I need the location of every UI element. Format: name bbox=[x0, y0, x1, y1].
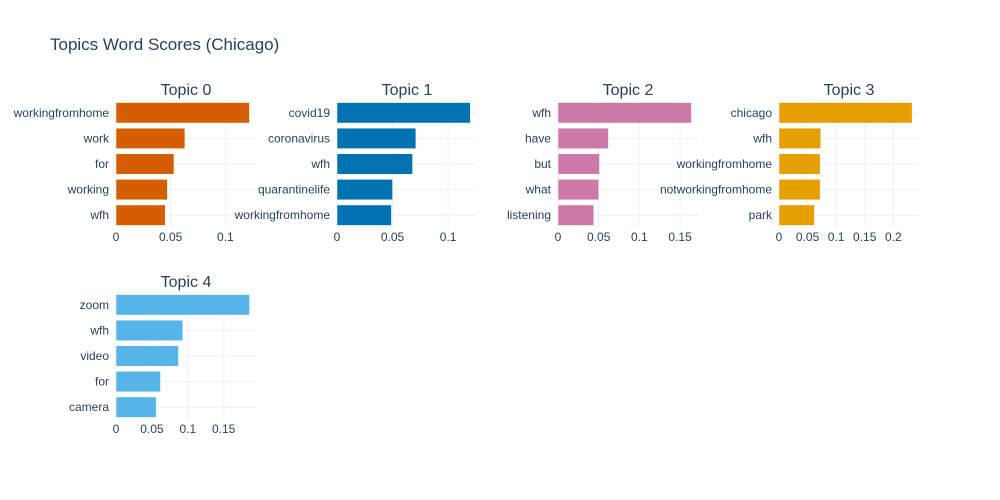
x-tick-label: 0 bbox=[113, 230, 120, 244]
category-label: zoom bbox=[80, 298, 109, 312]
category-label: have bbox=[525, 131, 551, 145]
panel-title: Topic 3 bbox=[824, 82, 875, 99]
category-label: park bbox=[749, 208, 773, 222]
category-label: camera bbox=[69, 400, 109, 414]
category-label: for bbox=[95, 157, 109, 171]
bar-wfh[interactable] bbox=[778, 127, 821, 149]
category-label: workingfromhome bbox=[676, 157, 773, 171]
x-tick-label: 0.05 bbox=[587, 230, 611, 244]
bar-park[interactable] bbox=[778, 204, 815, 226]
category-label: wfh bbox=[752, 131, 772, 145]
x-tick-label: 0.05 bbox=[159, 230, 183, 244]
category-label: covid19 bbox=[289, 106, 331, 120]
bar-video[interactable] bbox=[115, 345, 179, 367]
category-label: quarantinelife bbox=[258, 183, 330, 197]
x-tick-label: 0.15 bbox=[853, 230, 877, 244]
x-tick-label: 0 bbox=[113, 422, 120, 436]
category-label: workingfromhome bbox=[13, 106, 110, 120]
panel-title: Topic 1 bbox=[382, 82, 433, 99]
panel-topic-3: Topic 3 chicago wfh workingfromhome notworki… bbox=[660, 82, 919, 244]
category-label: for bbox=[95, 375, 109, 389]
bar-notworkingfromhome[interactable] bbox=[778, 179, 821, 201]
panel-topic-4: Topic 4 zoom wfh video for camera 0 0.05 0.1 0.15 bbox=[69, 274, 256, 436]
category-label: wfh bbox=[310, 157, 330, 171]
category-label: wfh bbox=[531, 106, 551, 120]
panel-title: Topic 2 bbox=[603, 82, 654, 99]
bar-zoom[interactable] bbox=[115, 294, 250, 316]
category-label: coronavirus bbox=[268, 131, 330, 145]
x-tick-label: 0.1 bbox=[217, 230, 234, 244]
bar-work[interactable] bbox=[115, 127, 186, 149]
category-label: video bbox=[80, 349, 109, 363]
bar-for[interactable] bbox=[115, 371, 161, 393]
panel-topic-1: Topic 1 covid19 coronavirus wfh quarantineli… bbox=[234, 82, 477, 244]
bar-but[interactable] bbox=[557, 153, 600, 175]
category-label: workingfromhome bbox=[234, 208, 331, 222]
bar-for[interactable] bbox=[115, 153, 175, 175]
category-label: working bbox=[67, 183, 109, 197]
x-tick-label: 0.05 bbox=[140, 422, 164, 436]
bar-covid19[interactable] bbox=[336, 102, 471, 124]
x-tick-label: 0 bbox=[334, 230, 341, 244]
x-tick-label: 0.1 bbox=[179, 422, 196, 436]
panel-topic-0: Topic 0 workingfromhome work for working wfh 0… bbox=[13, 82, 256, 244]
bar-workingfromhome[interactable] bbox=[115, 102, 250, 124]
category-label: but bbox=[534, 157, 551, 171]
x-tick-label: 0.05 bbox=[381, 230, 405, 244]
panel-title: Topic 0 bbox=[161, 82, 212, 99]
category-label: chicago bbox=[731, 106, 773, 120]
panels: Topic 0 workingfromhome work for working wfh 0… bbox=[13, 82, 919, 436]
x-tick-label: 0.2 bbox=[885, 230, 902, 244]
bar-listening[interactable] bbox=[557, 204, 595, 226]
bar-quarantinelife[interactable] bbox=[336, 179, 393, 201]
x-tick-label: 0.15 bbox=[668, 230, 692, 244]
panel-title: Topic 4 bbox=[161, 274, 212, 291]
bar-what[interactable] bbox=[557, 179, 599, 201]
bar-coronavirus[interactable] bbox=[336, 127, 417, 149]
bar-have[interactable] bbox=[557, 127, 609, 149]
bar-wfh[interactable] bbox=[336, 153, 413, 175]
bar-wfh[interactable] bbox=[115, 319, 184, 341]
bar-camera[interactable] bbox=[115, 396, 157, 418]
panel-topic-2: Topic 2 wfh have but what listening 0 0.05 0.1 0.… bbox=[507, 82, 698, 244]
x-tick-label: 0.1 bbox=[631, 230, 648, 244]
x-tick-label: 0 bbox=[776, 230, 783, 244]
bar-workingfromhome[interactable] bbox=[336, 204, 392, 226]
bar-workingfromhome[interactable] bbox=[778, 153, 821, 175]
bar-wfh[interactable] bbox=[557, 102, 692, 124]
category-label: notworkingfromhome bbox=[660, 183, 772, 197]
category-label: wfh bbox=[89, 323, 109, 337]
category-label: wfh bbox=[89, 208, 109, 222]
bar-chicago[interactable] bbox=[778, 102, 913, 124]
x-tick-label: 0.1 bbox=[440, 230, 457, 244]
category-label: listening bbox=[507, 208, 551, 222]
chart-title: Topics Word Scores (Chicago) bbox=[50, 35, 279, 54]
x-tick-label: 0.05 bbox=[796, 230, 820, 244]
x-tick-label: 0.1 bbox=[828, 230, 845, 244]
x-tick-label: 0.15 bbox=[212, 422, 236, 436]
bar-wfh[interactable] bbox=[115, 204, 166, 226]
bar-working[interactable] bbox=[115, 179, 168, 201]
x-tick-label: 0 bbox=[555, 230, 562, 244]
category-label: what bbox=[525, 183, 552, 197]
category-label: work bbox=[83, 131, 110, 145]
